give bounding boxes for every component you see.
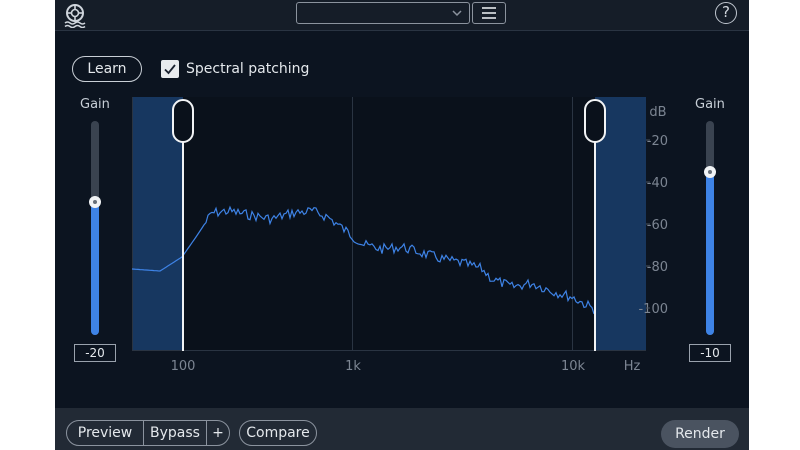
left-gain-value[interactable]: -20 (74, 344, 116, 362)
chevron-down-icon (452, 10, 462, 17)
preset-menu-button[interactable] (472, 2, 506, 24)
spectral-patching-checkbox[interactable] (161, 60, 179, 78)
hamburger-menu-icon (482, 7, 496, 19)
render-button[interactable]: Render (661, 420, 739, 448)
help-button[interactable]: ? (715, 2, 737, 24)
right-gain-slider[interactable] (706, 121, 714, 335)
low-cut-region (132, 97, 183, 351)
footer-bar (55, 408, 749, 450)
low-handle-grip[interactable] (172, 99, 194, 143)
bypass-options-button[interactable]: + (206, 420, 230, 446)
right-gain-fill (706, 172, 714, 335)
left-gain-slider[interactable] (91, 121, 99, 335)
low-frequency-handle[interactable] (172, 99, 194, 351)
spectrum-display[interactable]: dB (132, 97, 646, 351)
bypass-button[interactable]: Bypass (143, 420, 207, 446)
high-cut-region (595, 97, 646, 351)
high-handle-grip[interactable] (584, 99, 606, 143)
learn-button[interactable]: Learn (72, 56, 142, 82)
right-gain-label: Gain (695, 97, 725, 112)
preview-button[interactable]: Preview (66, 420, 144, 446)
left-gain-label: Gain (80, 97, 110, 112)
right-gain-value[interactable]: -10 (689, 344, 731, 362)
spectrum-background (132, 97, 646, 351)
high-frequency-handle[interactable] (584, 99, 606, 351)
left-gain-fill (91, 202, 99, 335)
spectral-patching-label: Spectral patching (186, 61, 310, 77)
spectrum-curve (132, 205, 595, 315)
lifebuoy-waves-icon[interactable] (62, 2, 88, 28)
compare-button[interactable]: Compare (239, 420, 317, 446)
right-gain-knob[interactable] (704, 166, 716, 178)
checkmark-icon (164, 64, 176, 75)
left-gain-knob[interactable] (89, 196, 101, 208)
preset-dropdown[interactable] (296, 2, 470, 24)
